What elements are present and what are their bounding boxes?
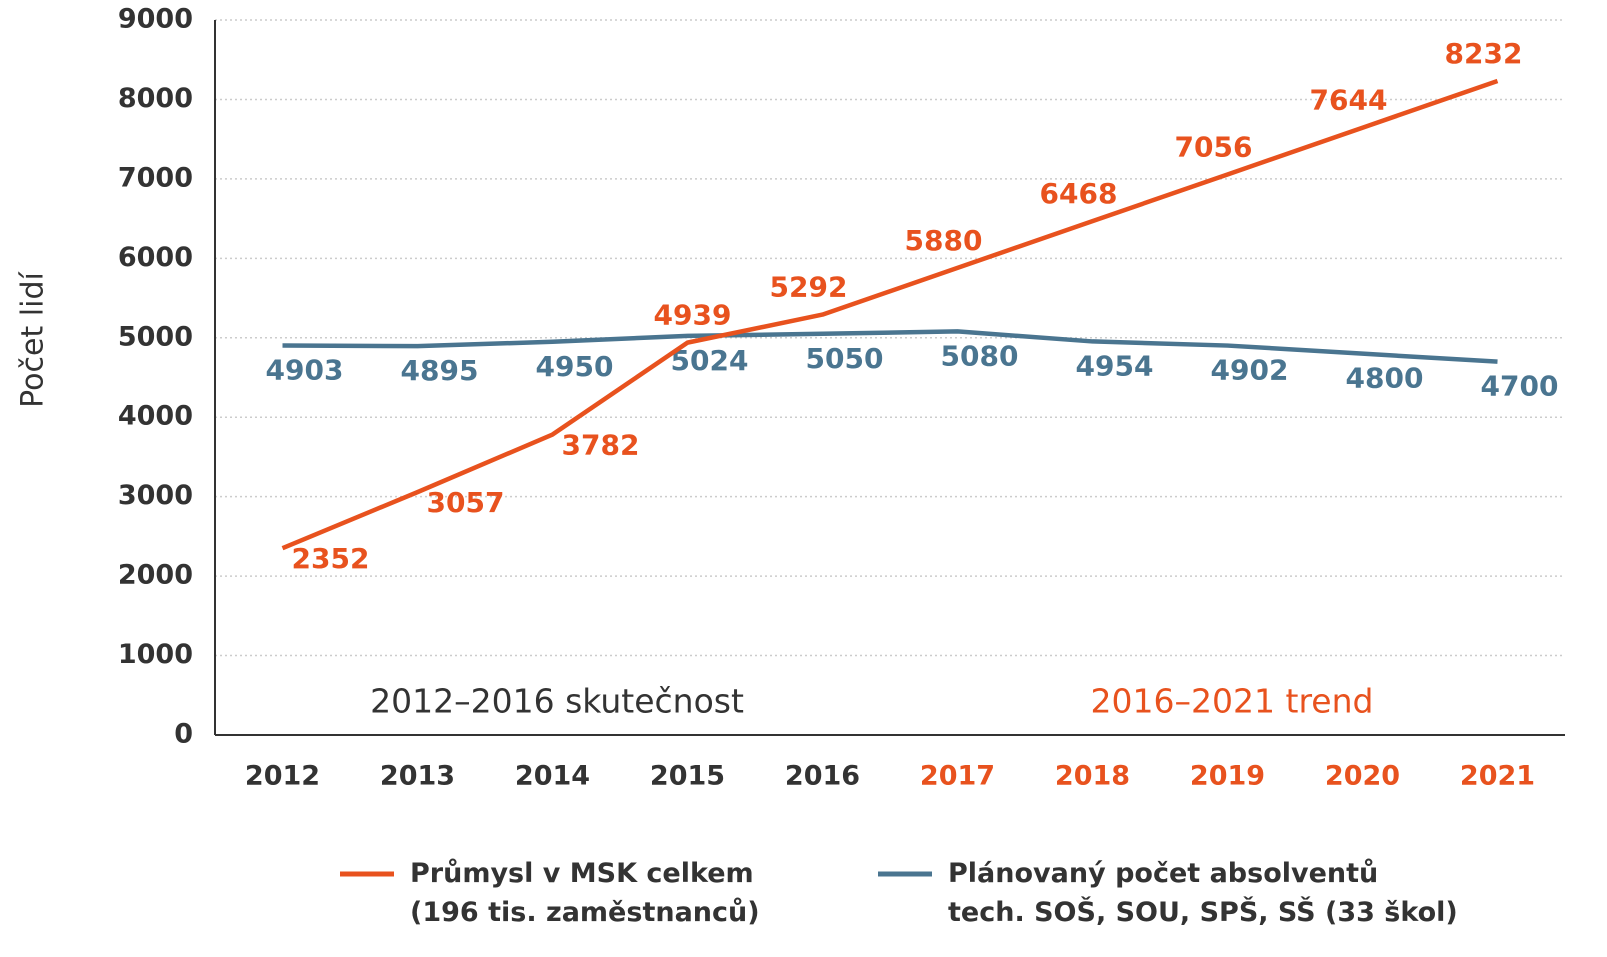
data-label: 4902 [1211, 354, 1289, 387]
x-tick-label: 2018 [1055, 761, 1130, 792]
x-tick-label: 2017 [920, 761, 995, 792]
series-line [282, 329, 1498, 364]
data-label: 4903 [266, 353, 344, 386]
series-line [281, 78, 1499, 551]
data-label: 4954 [1076, 349, 1154, 382]
data-label: 4939 [654, 299, 732, 332]
data-label: 7644 [1310, 84, 1388, 117]
y-tick-label: 9000 [118, 4, 193, 35]
data-label: 5292 [770, 271, 848, 304]
legend-label: Průmysl v MSK celkem (196 tis. zaměstnan… [410, 858, 760, 928]
y-tick-label: 8000 [118, 83, 193, 114]
data-label: 5024 [671, 344, 749, 377]
legend-label: Plánovaný počet absolventů tech. SOŠ, SO… [948, 858, 1458, 928]
data-label: 4895 [401, 354, 479, 387]
y-tick-label: 3000 [118, 480, 193, 511]
y-tick-label: 2000 [118, 560, 193, 591]
y-tick-label: 7000 [118, 162, 193, 193]
annotation: 2016–2021 trend [1091, 682, 1374, 721]
y-tick-label: 6000 [118, 242, 193, 273]
x-tick-label: 2019 [1190, 761, 1265, 792]
x-tick-label: 2013 [380, 761, 455, 792]
x-tick-label: 2020 [1325, 761, 1400, 792]
data-label: 3057 [427, 486, 505, 519]
data-label: 3782 [562, 429, 640, 462]
data-label: 8232 [1445, 37, 1523, 70]
y-tick-label: 0 [174, 719, 193, 750]
x-tick-label: 2021 [1460, 761, 1535, 792]
data-label: 4700 [1481, 370, 1559, 403]
data-label: 6468 [1040, 177, 1118, 210]
y-tick-label: 5000 [118, 321, 193, 352]
x-tick-label: 2015 [650, 761, 725, 792]
x-tick-label: 2012 [245, 761, 320, 792]
x-tick-label: 2016 [785, 761, 860, 792]
y-tick-label: 1000 [118, 639, 193, 670]
data-label: 4800 [1346, 362, 1424, 395]
y-axis-label: Počet lidí [16, 271, 51, 408]
data-label: 2352 [292, 542, 370, 575]
data-label: 5080 [941, 339, 1019, 372]
data-label: 7056 [1175, 130, 1253, 163]
y-tick-label: 4000 [118, 401, 193, 432]
data-label: 5050 [806, 342, 884, 375]
data-label: 5880 [905, 224, 983, 257]
data-label: 4950 [536, 350, 614, 383]
x-tick-label: 2014 [515, 761, 590, 792]
annotation: 2012–2016 skutečnost [370, 682, 744, 721]
